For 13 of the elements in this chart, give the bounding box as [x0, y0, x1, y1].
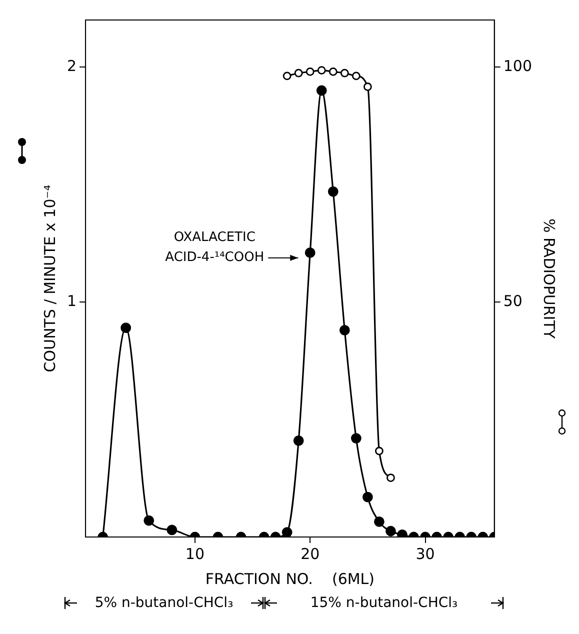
x-tick-label: 10 — [185, 544, 204, 563]
x-tick-label: 20 — [300, 544, 320, 563]
y-tick-label: 2 — [66, 56, 77, 75]
x-axis-title: FRACTION NO. (6ML) — [205, 570, 375, 588]
y2-tick-label: 50 — [503, 292, 522, 310]
y-axis-title: COUNTS / MINUTE x 10⁻⁴ — [40, 184, 59, 372]
text: 5% n-butanol-CHCl₃ — [94, 595, 234, 611]
x-tick-label: 30 — [416, 544, 435, 563]
text: 15% n-butanol-CHCl₃ — [310, 595, 458, 611]
y2-axis-title: % RADIOPURITY — [540, 218, 558, 340]
y-tick-label: 1 — [66, 292, 77, 310]
annotation: OXALACETIC ACID-4-¹⁴COOH — [165, 230, 264, 266]
y2-tick-label: 100 — [503, 56, 532, 75]
